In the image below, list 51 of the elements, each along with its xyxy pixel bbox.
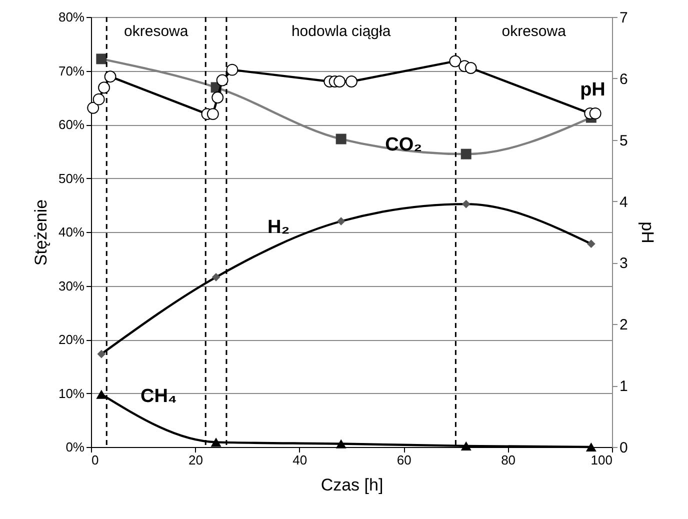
point	[212, 92, 224, 104]
point	[226, 64, 238, 76]
point	[104, 70, 116, 83]
y-tick-label: 60%	[58, 117, 85, 132]
x-tick-label: 40	[292, 452, 308, 468]
point	[346, 76, 358, 88]
y-tick-label: 20%	[58, 332, 85, 347]
series-label: CH₄	[140, 386, 177, 408]
y-tick-label: 10%	[58, 386, 85, 401]
point	[586, 442, 596, 452]
point	[589, 107, 602, 120]
point	[449, 55, 462, 68]
x-tick-label: 80	[501, 452, 516, 468]
point	[460, 441, 472, 450]
y-tick-label: 80%	[58, 10, 85, 24]
y2-axis-title: pH	[638, 222, 657, 244]
annotation: okresowa	[124, 23, 189, 40]
y2-tick-label: 5	[620, 132, 628, 150]
y2-tick-label: 2	[620, 316, 628, 334]
y-tick-label: 40%	[58, 224, 85, 240]
y-axis-title: Stężenie	[31, 199, 50, 266]
x-tick-label: 60	[396, 452, 412, 468]
y-tick-label: 0%	[66, 440, 85, 454]
x-axis-title: Czas [h]	[320, 476, 384, 494]
point	[336, 439, 346, 448]
y2-tick-label: 3	[620, 255, 628, 272]
series-label: CO₂	[385, 134, 422, 156]
y2-tick-label: 4	[620, 194, 628, 211]
y-tick-label: 70%	[58, 63, 85, 78]
annotation: hodowla ciągła	[291, 23, 392, 40]
point	[96, 390, 107, 399]
y2-tick-label: 6	[620, 70, 628, 88]
series-label: H₂	[267, 217, 290, 238]
point	[92, 93, 105, 106]
y-tick-label: 50%	[58, 170, 85, 186]
y-tick-label: 30%	[58, 278, 85, 294]
x-tick-label: 20	[188, 452, 203, 468]
y2-tick-label: 7	[620, 10, 628, 26]
x-tick-label: 0	[92, 452, 99, 468]
series-label: pH	[580, 79, 606, 100]
point	[206, 108, 219, 120]
x-tick-label: 100	[590, 452, 612, 468]
annotation: okresowa	[502, 23, 567, 40]
point	[334, 76, 346, 88]
point	[464, 62, 477, 74]
point	[216, 74, 228, 86]
y2-tick-label: 0	[620, 440, 628, 456]
point	[210, 438, 222, 447]
y2-tick-label: 1	[620, 378, 628, 396]
point	[98, 82, 110, 94]
point	[87, 102, 100, 114]
